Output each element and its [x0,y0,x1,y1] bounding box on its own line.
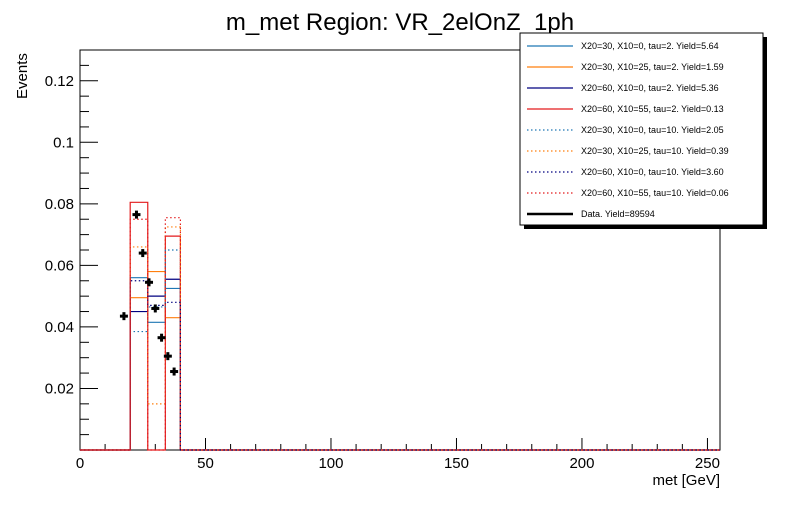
y-tick-label: 0.08 [45,196,74,213]
legend-label: X20=30, X10=25, tau=2. Yield=1.59 [581,62,724,72]
series-8-histogram [80,217,720,451]
y-tick-label: 0.1 [53,134,74,151]
data-point [170,367,179,376]
x-axis: 0 50 100 150 200 250 [76,438,720,472]
y-tick-label: 0.06 [45,257,74,274]
series-6-histogram [80,226,720,451]
chart-title: m_met Region: VR_2elOnZ_1ph [226,9,574,36]
y-tick-label: 0.04 [45,319,74,336]
series-2-histogram [80,270,720,451]
y-axis: 0.02 0.04 0.06 0.08 0.1 0.12 [45,49,98,436]
data-point [157,333,166,342]
series-layer [80,201,720,451]
series-1-histogram [80,277,720,451]
x-tick-label: 250 [695,455,720,472]
data-point [119,312,128,321]
x-tick-label: 0 [76,455,84,472]
x-tick-label: 100 [318,455,343,472]
series-3-histogram [80,278,720,451]
series-4-histogram [80,201,720,451]
data-points-layer [119,210,179,376]
legend-label: X20=60, X10=0, tau=2. Yield=5.36 [581,83,719,93]
data-point [132,210,141,219]
legend-label: X20=30, X10=0, tau=10. Yield=2.05 [581,125,724,135]
legend-label: X20=60, X10=55, tau=10. Yield=0.06 [581,188,729,198]
data-point [151,304,160,313]
legend-label: X20=30, X10=25, tau=10. Yield=0.39 [581,146,729,156]
legend-label: Data. Yield=89594 [581,209,655,219]
y-tick-label: 0.02 [45,380,74,397]
legend-label: X20=30, X10=0, tau=2. Yield=5.64 [581,41,719,51]
legend: X20=30, X10=0, tau=2. Yield=5.64 X20=30, … [519,32,767,229]
series-5-histogram [80,249,720,451]
legend-label: X20=60, X10=55, tau=2. Yield=0.13 [581,104,724,114]
data-point [163,352,172,361]
x-tick-label: 150 [444,455,469,472]
x-tick-label: 50 [197,455,214,472]
legend-label: X20=60, X10=0, tau=10. Yield=3.60 [581,167,724,177]
series-7-histogram [80,280,720,451]
x-tick-label: 200 [569,455,594,472]
y-axis-label: Events [14,53,31,99]
x-axis-label: met [GeV] [652,472,720,489]
y-tick-label: 0.12 [45,73,74,90]
data-point [145,278,154,287]
data-point [138,249,147,258]
